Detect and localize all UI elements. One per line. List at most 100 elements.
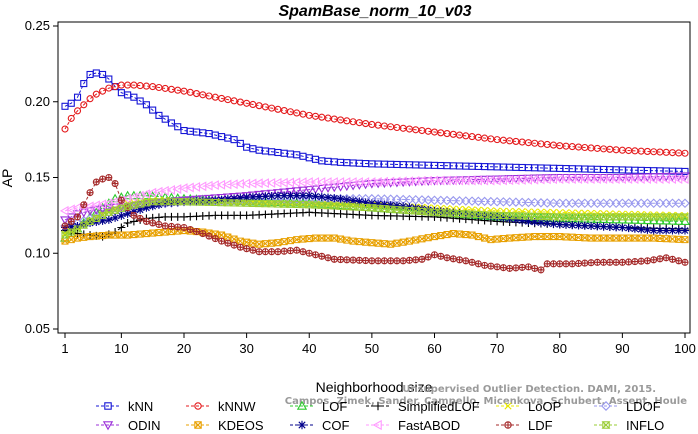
data-point (448, 195, 459, 206)
data-point (211, 196, 220, 205)
data-point (437, 232, 445, 240)
data-point (593, 234, 601, 242)
data-point (330, 234, 338, 242)
data-point (130, 93, 138, 101)
data-point (655, 226, 664, 235)
data-point (423, 195, 434, 205)
data-point (61, 222, 69, 230)
data-point (650, 256, 658, 264)
x-axis: 1 10 20 30 40 50 60 70 80 90 100 (61, 333, 696, 356)
data-point (417, 205, 426, 214)
data-point (296, 400, 308, 410)
data-point (548, 198, 559, 208)
data-point (399, 257, 407, 265)
data-point (586, 198, 596, 209)
series-line (64, 72, 686, 172)
data-point (273, 191, 282, 200)
data-point (372, 419, 382, 431)
data-point (105, 174, 113, 181)
data-point (61, 125, 69, 133)
data-point (194, 421, 202, 429)
legend-label: INFLO (626, 418, 664, 433)
data-point (136, 205, 145, 214)
data-point (297, 420, 307, 430)
x-tick-label: 20 (177, 341, 191, 356)
data-point (618, 258, 626, 266)
data-point (442, 195, 452, 206)
y-axis: 0.05 0.10 0.15 0.20 0.25 (25, 18, 58, 336)
data-point (405, 237, 413, 245)
legend: kNN kNNW LOF SimplifiedLOF LoOP LDOF ODIN KDEOS… (96, 399, 664, 433)
data-point (601, 401, 611, 411)
data-point (135, 190, 144, 201)
data-point (205, 232, 213, 240)
data-point (630, 224, 639, 233)
data-point (405, 256, 413, 264)
data-point (574, 221, 583, 230)
data-point (261, 248, 269, 256)
data-point (605, 198, 615, 209)
data-point (128, 192, 138, 203)
legend-label: kNN (128, 399, 153, 414)
data-point (305, 191, 314, 200)
data-point (243, 245, 251, 253)
data-point (455, 256, 464, 264)
x-axis-title: Neighborhood size (316, 379, 433, 395)
data-point (598, 198, 609, 209)
legend-label: ODIN (128, 418, 161, 433)
data-point (66, 204, 75, 215)
data-point (280, 247, 288, 255)
data-point (430, 233, 439, 241)
data-point (480, 211, 489, 220)
data-point (673, 216, 684, 225)
data-point (305, 249, 313, 257)
y-axis-title: AP (0, 169, 15, 188)
data-point (568, 260, 576, 268)
data-point (167, 119, 176, 127)
data-point (99, 87, 107, 95)
series-layer (59, 69, 690, 274)
data-point (349, 196, 358, 205)
data-point (625, 258, 633, 266)
data-point (280, 191, 289, 200)
data-point (399, 238, 407, 246)
data-point (587, 259, 595, 267)
data-point (192, 197, 201, 206)
data-point (504, 421, 512, 429)
data-point (612, 258, 620, 266)
data-point (581, 259, 589, 267)
data-point (86, 95, 94, 103)
data-point (681, 226, 689, 235)
data-point (650, 211, 658, 219)
data-point (102, 421, 114, 431)
data-point (341, 182, 352, 192)
data-point (60, 216, 70, 226)
legend-item-simplifiedlof: SimplifiedLOF (366, 399, 480, 414)
data-point (498, 197, 509, 207)
data-point (667, 198, 678, 209)
data-point (387, 257, 395, 265)
data-point (224, 239, 232, 247)
data-point (661, 172, 672, 182)
data-point (542, 198, 553, 208)
data-point (223, 195, 232, 204)
data-point (135, 190, 146, 200)
data-point (161, 199, 170, 208)
data-point (467, 196, 477, 206)
data-point (349, 256, 357, 264)
data-point (298, 191, 307, 200)
data-point (662, 226, 671, 235)
data-point (473, 196, 484, 207)
data-point (643, 234, 651, 242)
data-point (681, 167, 689, 175)
data-point (174, 123, 182, 131)
data-point (417, 195, 427, 205)
data-point (468, 258, 476, 266)
data-point (561, 198, 571, 209)
data-point (317, 192, 326, 201)
data-point (562, 260, 570, 268)
data-point (292, 191, 301, 200)
data-point (399, 202, 408, 211)
data-point (549, 260, 558, 268)
